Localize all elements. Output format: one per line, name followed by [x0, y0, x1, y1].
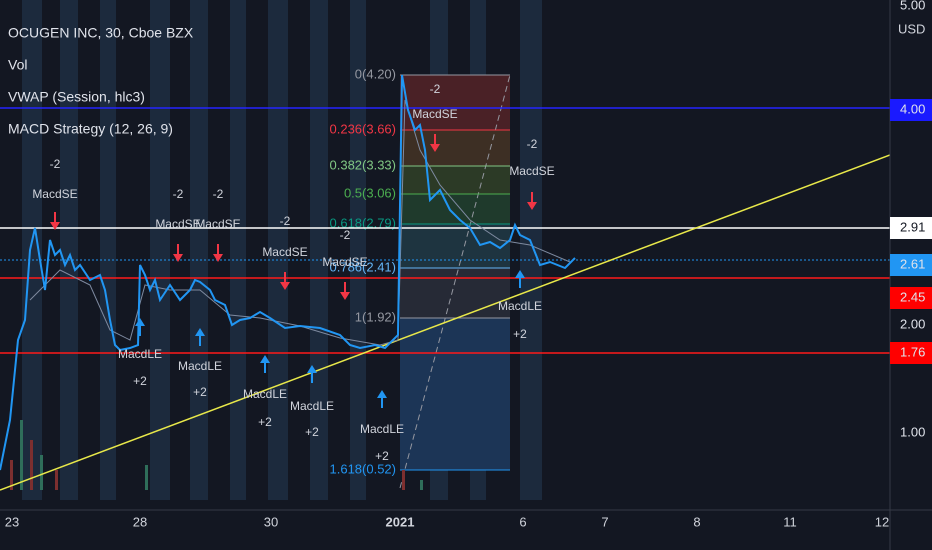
signal-label: MacdLE	[243, 387, 287, 401]
buy-arrow	[307, 365, 317, 383]
time-label: 7	[601, 514, 608, 529]
signal-label: MacdSE	[412, 107, 457, 121]
buy-arrow	[515, 270, 525, 288]
time-label: 12	[875, 514, 889, 529]
fib-label: 0(4.20)	[355, 66, 396, 81]
indicator-label: Vol	[8, 57, 27, 73]
fib-label: 1.618(0.52)	[330, 461, 397, 476]
trendline	[0, 154, 891, 491]
signal-label: MacdLE	[360, 422, 404, 436]
signal-qty: +2	[133, 374, 147, 388]
signal-qty: -2	[213, 187, 224, 201]
signals: MacdSE -2 MacdSE -2 MacdSE -2 MacdSE -2 MacdSE -2…	[32, 82, 554, 463]
buy-arrow	[135, 318, 145, 336]
price-line	[0, 74, 576, 471]
price-label: 2.00	[900, 316, 925, 331]
volume	[10, 420, 423, 490]
price-tag	[890, 217, 932, 239]
sell-arrow	[527, 192, 537, 210]
fib-label: 1(1.92)	[355, 309, 396, 324]
price-axis: 5.00 4.00 2.91 2.61 2.45 2.00 1.76 1.00	[890, 0, 932, 439]
sell-arrow	[50, 212, 60, 230]
buy-arrow	[260, 355, 270, 373]
signal-qty: -2	[430, 82, 441, 96]
signal-qty: -2	[527, 137, 538, 151]
signal-label: MacdSE	[262, 245, 307, 259]
fib-label: 0.618(2.79)	[330, 215, 397, 230]
time-label: 28	[133, 514, 147, 529]
fib-label: 0.236(3.66)	[330, 121, 397, 136]
signal-label: MacdSE	[509, 164, 554, 178]
time-label: 6	[519, 514, 526, 529]
indicator-label: MACD Strategy (12, 26, 9)	[8, 121, 173, 137]
signal-qty: -2	[50, 157, 61, 171]
sell-arrow	[340, 282, 350, 300]
price-label: 1.00	[900, 424, 925, 439]
time-label: 8	[693, 514, 700, 529]
signal-label: MacdSE	[32, 187, 77, 201]
signal-qty: +2	[513, 327, 527, 341]
price-label: 2.61	[900, 256, 925, 271]
price-tag	[890, 254, 932, 276]
time-label: 30	[264, 514, 278, 529]
buy-arrow	[377, 390, 387, 408]
signal-label: MacdLE	[290, 399, 334, 413]
price-label: 4.00	[900, 101, 925, 116]
signal-qty: +2	[305, 425, 319, 439]
signal-qty: +2	[258, 415, 272, 429]
signal-qty: +2	[193, 385, 207, 399]
vwap	[29, 99, 571, 346]
signal-label: MacdSE	[155, 217, 200, 231]
currency: USD	[898, 21, 925, 36]
signal-qty: -2	[173, 187, 184, 201]
time-axis: 23 28 30 2021 6 7 8 11 12	[5, 514, 889, 529]
signal-label: MacdLE	[498, 299, 542, 313]
sell-arrow	[280, 272, 290, 290]
signal-qty: -2	[280, 214, 291, 228]
fib-label: 0.786(2.41)	[330, 259, 397, 274]
session-stripes	[22, 0, 542, 500]
fib-label: 0.5(3.06)	[344, 185, 396, 200]
time-label: 11	[783, 514, 797, 529]
signal-label: MacdLE	[118, 347, 162, 361]
fib-box	[399, 74, 511, 489]
buy-arrow	[195, 328, 205, 346]
signal-label: MacdSE	[195, 217, 240, 231]
time-label: 23	[5, 514, 19, 529]
price-label: 1.76	[900, 344, 925, 359]
price-label: 5.00	[900, 0, 925, 12]
symbol-title: OCUGEN INC, 30, Cboe BZX	[8, 25, 194, 41]
price-tag	[890, 287, 932, 309]
signal-label: MacdLE	[178, 359, 222, 373]
indicator-label: VWAP (Session, hlc3)	[8, 89, 145, 105]
signal-qty: +2	[375, 449, 389, 463]
sell-arrow	[213, 244, 223, 262]
sell-arrow	[430, 134, 440, 152]
price-label: 2.91	[900, 219, 925, 234]
time-label: 2021	[386, 514, 415, 529]
signal-label: MacdSE	[322, 255, 367, 269]
fib-lines: 0(4.20) 0.236(3.66) 0.382(3.33) 0.5(3.06) 0.…	[330, 66, 510, 476]
sell-arrow	[173, 244, 183, 262]
signal-qty: -2	[340, 228, 351, 242]
fib-label: 0.382(3.33)	[330, 157, 397, 172]
price-tag	[890, 99, 932, 121]
price-label: 2.45	[900, 289, 925, 304]
price-tag	[890, 342, 932, 364]
